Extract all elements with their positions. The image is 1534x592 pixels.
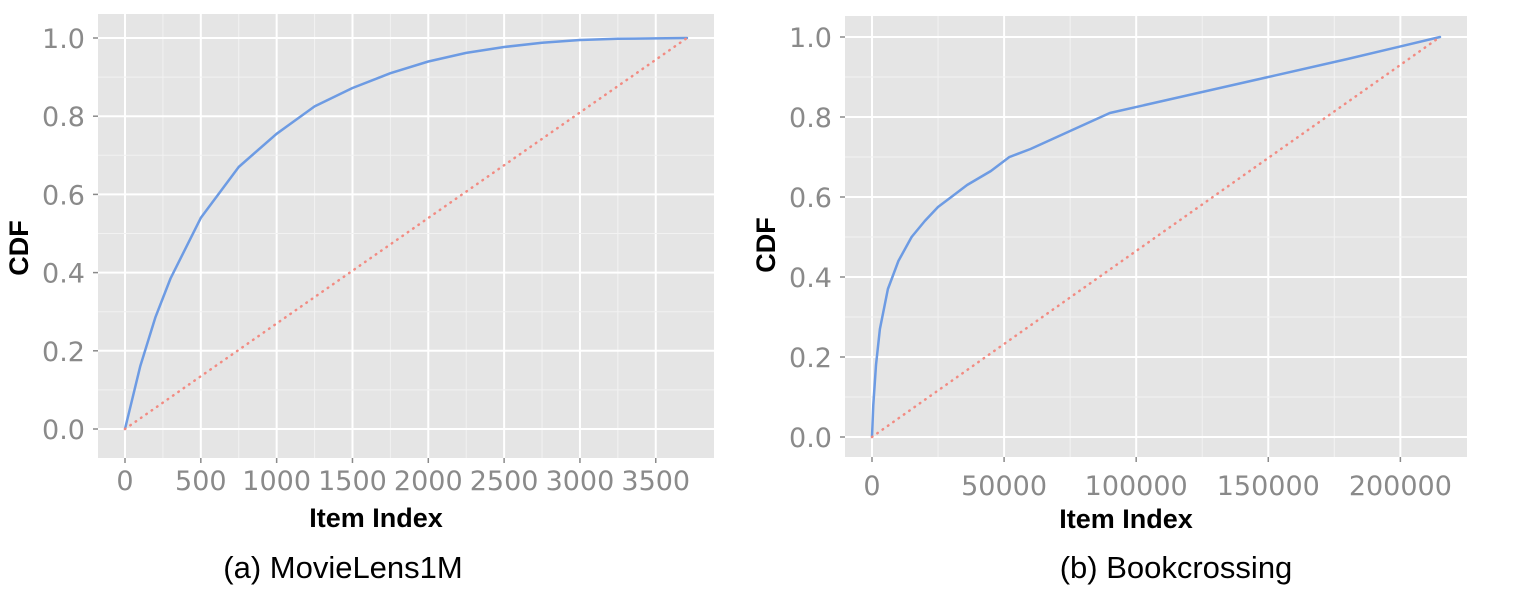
y-tick-label: 0.4 — [789, 263, 832, 294]
y-tick-label: 0.4 — [42, 259, 85, 290]
y-tick-label: 1.0 — [42, 24, 85, 55]
x-tick-label: 1000 — [242, 466, 311, 497]
x-tick-label: 50000 — [961, 471, 1047, 502]
y-axis-label: CDF — [751, 217, 781, 273]
cdf-line — [123, 36, 689, 431]
x-tick-label: 150000 — [1217, 471, 1320, 502]
y-tick-label: 0.2 — [42, 337, 85, 368]
x-tick-label: 500 — [175, 466, 227, 497]
x-tick-label: 0 — [116, 466, 133, 497]
cdf-line — [870, 35, 1442, 439]
y-tick-label: 1.0 — [789, 23, 832, 54]
chart-movielens1m: 0 500 1000 1500 2000 2500 3000 3500 0.0 0.2 0.4 0.6… — [4, 14, 714, 533]
x-tick-label: 2000 — [394, 466, 463, 497]
y-tick-label: 0.6 — [42, 180, 85, 211]
uniform-reference-line — [870, 35, 1442, 439]
x-tick-label: 100000 — [1085, 471, 1188, 502]
x-tick-label: 0 — [863, 471, 880, 502]
x-tick-label: 2500 — [470, 466, 539, 497]
y-tick-label: 0.0 — [789, 423, 832, 454]
x-axis-label: Item Index — [1059, 504, 1193, 534]
caption-a: (a) MovieLens1M — [223, 550, 462, 585]
caption-b: (b) Bookcrossing — [1060, 550, 1293, 585]
x-tick-label: 3000 — [546, 466, 615, 497]
x-axis-label: Item Index — [309, 503, 443, 533]
x-tick-label: 1500 — [318, 466, 387, 497]
y-tick-label: 0.6 — [789, 183, 832, 214]
chart-bookcrossing: 0 50000 100000 150000 200000 0.0 0.2 0.4 0.6 0.8 1… — [751, 16, 1467, 534]
x-tick-label: 200000 — [1349, 471, 1452, 502]
y-tick-label: 0.8 — [789, 103, 832, 134]
y-tick-label: 0.0 — [42, 415, 85, 446]
y-tick-label: 0.2 — [789, 343, 832, 374]
y-tick-label: 0.8 — [42, 102, 85, 133]
y-axis-label: CDF — [4, 220, 34, 276]
x-tick-label: 3500 — [621, 466, 690, 497]
